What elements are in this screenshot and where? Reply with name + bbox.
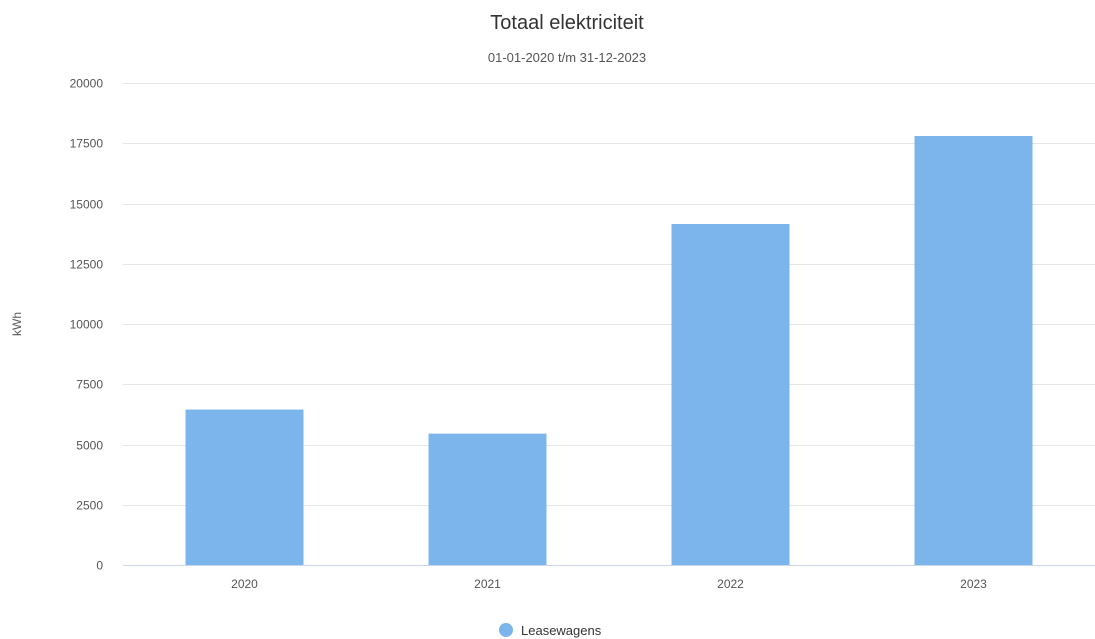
y-tick-label: 17500: [70, 137, 104, 151]
x-tick-label: 2021: [474, 577, 501, 591]
bar-2021[interactable]: [428, 433, 547, 565]
y-tick-label: 10000: [70, 318, 104, 332]
y-tick-label: 7500: [76, 378, 103, 392]
y-tick-label: 20000: [70, 77, 104, 91]
bar-2022[interactable]: [671, 223, 790, 566]
y-tick-label: 12500: [70, 258, 104, 272]
legend-marker-leasewagens[interactable]: [499, 623, 513, 637]
chart-subtitle: 01-01-2020 t/m 31-12-2023: [488, 50, 646, 65]
y-axis-ticks: 0 2500 5000 7500 10000 12500 15000 17500 20000: [70, 77, 104, 573]
x-axis-ticks: 2020 2021 2022 2023: [231, 577, 987, 591]
x-tick-label: 2022: [717, 577, 744, 591]
bars: [185, 136, 1033, 566]
y-tick-label: 15000: [70, 198, 104, 212]
x-tick-label: 2020: [231, 577, 258, 591]
legend-label-leasewagens[interactable]: Leasewagens: [521, 623, 602, 638]
y-tick-label: 5000: [76, 439, 103, 453]
bar-2020[interactable]: [185, 409, 304, 565]
y-tick-label: 2500: [76, 499, 103, 513]
x-tick-label: 2023: [960, 577, 987, 591]
y-axis-label: kWh: [10, 312, 24, 336]
chart-title: Totaal elektriciteit: [490, 12, 644, 34]
bar-2023[interactable]: [914, 136, 1033, 565]
legend[interactable]: Leasewagens: [499, 623, 602, 638]
y-tick-label: 0: [96, 559, 103, 573]
